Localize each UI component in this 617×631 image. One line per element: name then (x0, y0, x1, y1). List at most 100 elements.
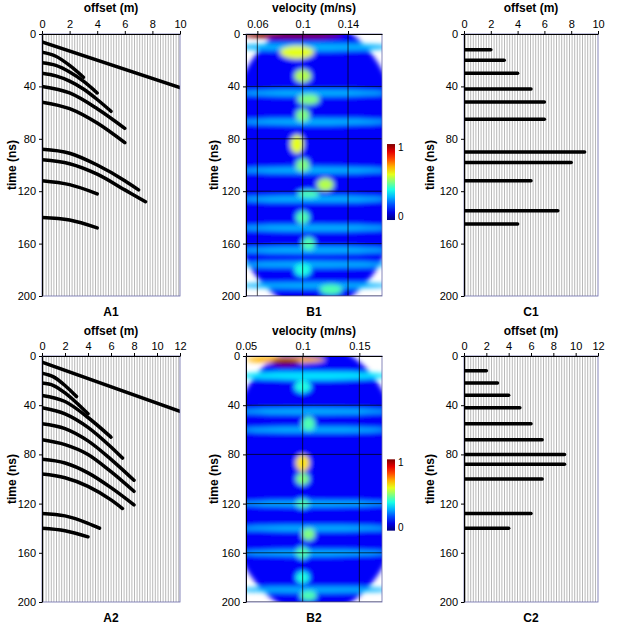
trace-line (137, 356, 138, 602)
plot-area (464, 34, 598, 296)
plot-frame (42, 356, 180, 602)
colorbar-tick-label: 1 (398, 142, 404, 153)
semblance-cell (246, 371, 382, 380)
x-tick-mark (571, 31, 572, 34)
x-tick-mark (111, 353, 112, 356)
y-tick-label: 80 (24, 448, 36, 460)
semblance-cell (302, 528, 316, 540)
trace-line (522, 34, 523, 296)
x-axis-title: velocity (m/ns) (272, 1, 356, 15)
trace-line (144, 34, 145, 296)
reflection-event (464, 87, 531, 91)
y-tick-label: 40 (228, 399, 240, 411)
y-tick-mark (243, 602, 246, 603)
semblance-cell (246, 282, 382, 289)
x-tick: 10 (151, 340, 163, 356)
y-tick-label: 200 (18, 290, 36, 302)
reflection-event (464, 150, 585, 154)
reflection-event (464, 406, 520, 410)
y-tick: 160 (18, 238, 42, 250)
trace-line (82, 34, 83, 296)
semblance-cell (246, 587, 382, 593)
x-tick-label: 8 (551, 340, 557, 352)
trace-line (165, 356, 166, 602)
reflection-event (464, 48, 491, 52)
trace-line (579, 356, 580, 602)
y-tick-mark (39, 86, 42, 87)
trace-line (121, 34, 122, 296)
grid-line-y (246, 552, 382, 553)
y-tick: 0 (30, 350, 42, 362)
trace-line (56, 34, 57, 296)
y-tick-mark (461, 139, 464, 140)
grid-line-y (246, 138, 382, 139)
x-axis: 0.050.10.15 (236, 340, 383, 357)
x-tick-label: 0.1 (296, 340, 311, 352)
trace-line (592, 356, 593, 602)
x-tick-mark (97, 31, 98, 34)
semblance-cell (246, 550, 382, 556)
semblance-cell (297, 94, 320, 104)
panel-label: B2 (306, 611, 322, 625)
x-tick-mark (42, 353, 43, 356)
trace-line (105, 356, 106, 602)
x-tick-mark (42, 31, 43, 34)
y-tick-mark (461, 86, 464, 87)
y-tick-label: 160 (18, 547, 36, 559)
x-axis: 0246810 (39, 18, 186, 35)
trace-line (577, 356, 578, 602)
events (42, 362, 180, 537)
x-tick-label: 8 (131, 340, 137, 352)
panel: 024681004080120160200offset (m)time (ns)… (423, 1, 604, 319)
y-tick-label: 0 (452, 350, 458, 362)
y-tick: 40 (24, 80, 42, 92)
trace-line (530, 34, 531, 296)
x-tick-label: 10 (570, 340, 582, 352)
trace-line (90, 356, 91, 602)
reflection-event (464, 381, 498, 385)
y-tick-mark (461, 454, 464, 455)
x-tick: 4 (95, 18, 101, 34)
trace-line (59, 34, 60, 296)
trace-line (103, 34, 104, 296)
trace-line (551, 356, 552, 602)
x-tick-mark (303, 31, 304, 34)
grid-line-y (246, 405, 382, 406)
trace-line (533, 34, 534, 296)
semblance-cell (290, 135, 304, 153)
x-tick: 4 (515, 18, 521, 34)
x-axis-line (465, 356, 599, 357)
y-tick-label: 120 (18, 185, 36, 197)
panel-label: A2 (103, 611, 119, 625)
x-tick-mark (491, 31, 492, 34)
x-axis: 024681012 (39, 340, 186, 357)
trace-line (160, 356, 161, 602)
y-tick: 0 (234, 350, 246, 362)
x-tick-label: 4 (515, 18, 521, 30)
x-tick-mark (348, 31, 349, 34)
grid-line-y (246, 356, 382, 357)
x-tick-label: 0 (461, 340, 467, 352)
x-tick-label: 0 (39, 18, 45, 30)
y-tick-label: 200 (440, 596, 458, 608)
colorbar (387, 459, 395, 530)
y-tick: 40 (446, 399, 464, 411)
x-tick-mark (553, 353, 554, 356)
panel: 010.050.10.1504080120160200velocity (m/n… (207, 324, 404, 625)
grid-line-x (246, 356, 247, 602)
reflection-event (464, 477, 542, 481)
x-tick-label: 4 (95, 18, 101, 30)
x-tick-mark (598, 353, 599, 356)
x-tick-label: 0 (39, 340, 45, 352)
reflection-event (42, 102, 125, 143)
x-tick-label: 6 (528, 340, 534, 352)
y-tick: 0 (234, 28, 246, 40)
x-tick: 8 (569, 18, 575, 34)
reflection-event (464, 526, 509, 530)
trace-line (103, 356, 104, 602)
semblance-cell (246, 118, 382, 125)
y-tick-mark (39, 454, 42, 455)
trace-line (574, 34, 575, 296)
trace-line (46, 356, 47, 602)
reflection-event (464, 222, 518, 226)
